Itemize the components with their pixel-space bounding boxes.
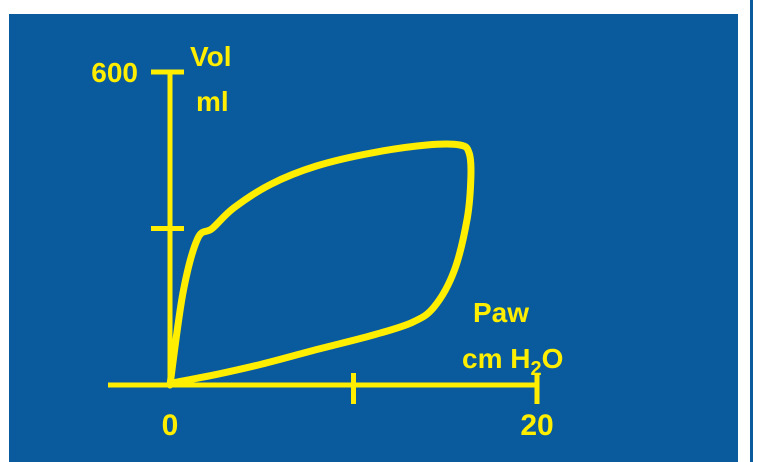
x-label-top: Paw — [473, 297, 529, 328]
x-tick-label: 0 — [162, 409, 179, 442]
x-label-unit: cm H2O — [462, 343, 563, 380]
x-label-unit-prefix: cm H — [462, 343, 530, 374]
y-tick-label: 600 — [91, 57, 138, 88]
y-label-top: Vol — [190, 41, 231, 72]
x-label-unit-suffix: O — [542, 343, 564, 374]
x-label-unit-sub: 2 — [530, 358, 541, 380]
y-label-unit: ml — [196, 86, 229, 117]
right-border-line — [750, 0, 753, 462]
x-tick-label: 20 — [520, 409, 553, 442]
pressure-volume-loop — [166, 140, 475, 389]
